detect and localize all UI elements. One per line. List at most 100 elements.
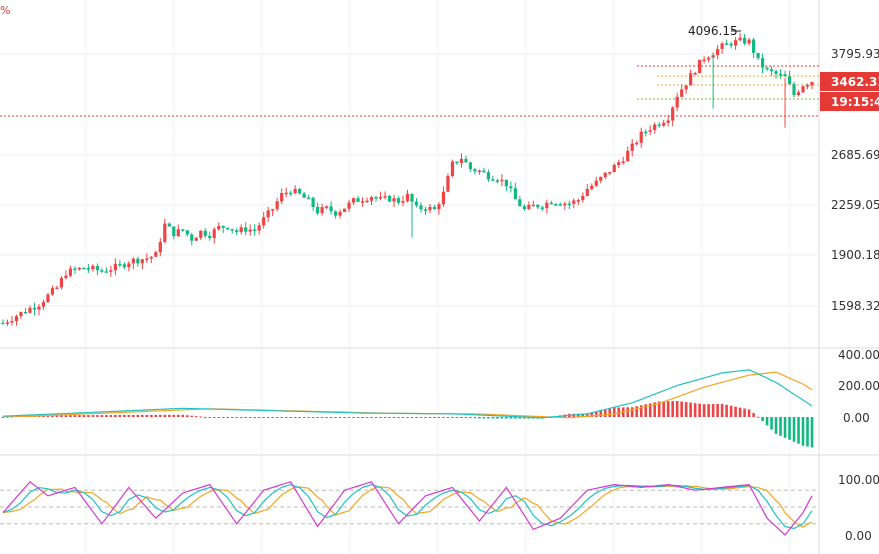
candle-body [50,288,55,295]
candle-body [675,96,679,108]
candle-body [37,306,41,310]
macd-histogram-bar [217,417,221,418]
macd-histogram-bar [6,416,9,418]
macd-histogram-bar [433,417,436,418]
macd-histogram-bar [720,403,724,417]
macd-histogram-bar [123,415,126,417]
candle-body [760,58,765,68]
stoch-k-line [2,480,813,536]
candle-body [333,211,338,216]
candle-body [248,229,252,232]
candle-body [567,203,571,206]
candle-body [217,225,221,230]
macd-histogram-bar [446,417,450,418]
macd-histogram-bar [298,417,301,418]
macd-histogram-bar [505,417,508,419]
macd-histogram-bar [221,417,225,418]
macd-histogram-bar [756,416,760,418]
macd-histogram-bar [257,417,261,418]
candle-body [41,302,46,307]
candle-body [10,321,14,323]
macd-histogram-bar [293,417,297,418]
candle-body [311,197,315,207]
candle-body [271,209,275,211]
macd-histogram-bar [496,417,499,419]
vertical-gridlines [85,0,791,554]
candle-body [639,131,643,143]
macd-histogram-bar [410,417,414,418]
macd-histogram-bar [752,413,755,417]
candle-body [527,204,531,210]
candle-body [531,204,535,207]
candle-body [536,204,540,208]
macd-histogram-bar [765,417,769,426]
macd-histogram-bar [774,417,778,434]
candle-body [194,237,198,241]
macd-histogram-bar [163,414,167,417]
macd-histogram-bar [352,417,355,418]
macd-histogram-bar [87,415,90,417]
macd-histogram-bar [437,417,441,418]
candle-body [491,179,495,181]
candle-body [320,207,324,214]
macd-histogram-bar [316,417,319,418]
candle-body [742,37,747,44]
macd-histogram-bar [55,415,59,417]
macd-histogram-bar [284,417,288,418]
macd-histogram-bar [581,413,585,417]
macd-histogram-bar [653,402,656,417]
candle-body [648,130,652,132]
candle-body [378,197,383,199]
macd-histogram-bar [698,403,701,417]
candle-body [747,39,751,44]
macd-histogram-bar [127,414,131,417]
candle-body [149,256,153,259]
candle-body [585,188,589,196]
macd-histogram-bar [248,417,252,418]
candle-body [46,294,50,303]
candle-body [369,197,374,201]
candle-body [751,39,756,53]
candle-body [621,161,625,163]
candle-body [684,85,688,90]
macd-histogram-bar [320,417,324,418]
macd-histogram-bar [788,417,791,440]
macd-histogram-bar [716,403,719,417]
macd-histogram-bar [401,417,405,418]
macd-histogram-bar [114,415,117,417]
candle-body [104,271,108,273]
price-tick-4: 1900.18 [831,248,879,262]
candle-body [86,268,90,270]
candle-body [19,311,23,317]
macd-histogram-bar [78,415,81,417]
candle-body [360,201,365,203]
macd-histogram-bar [343,417,346,418]
macd-histogram-bar [167,414,171,417]
macd-histogram-bar [509,417,513,419]
macd-histogram-bar [96,415,99,417]
candle-body [113,263,117,271]
candle-body [356,198,360,202]
candle-body [383,195,387,198]
macd-histogram-bar [154,414,158,417]
macd-histogram-bar [693,403,697,417]
macd-histogram-bar [626,407,630,417]
candle-body [796,92,801,96]
candle-body [671,107,675,121]
macd-histogram-bar [666,401,670,417]
price-tick-3: 2259.05 [831,198,879,212]
candle-body [635,142,639,145]
candle-body [5,322,10,324]
candle-body [405,193,410,202]
candle-body [145,258,149,260]
candle-body [208,235,212,239]
macd-histogram-bar [478,417,481,419]
macd-histogram-bar [419,417,423,418]
candle-body [428,206,432,211]
candle-body [599,176,603,181]
candle-body [239,227,243,233]
candle-body [787,76,792,85]
